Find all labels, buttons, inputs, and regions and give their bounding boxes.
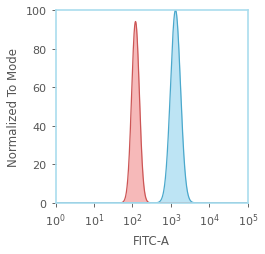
X-axis label: FITC-A: FITC-A: [133, 234, 170, 247]
Y-axis label: Normalized To Mode: Normalized To Mode: [7, 48, 20, 166]
